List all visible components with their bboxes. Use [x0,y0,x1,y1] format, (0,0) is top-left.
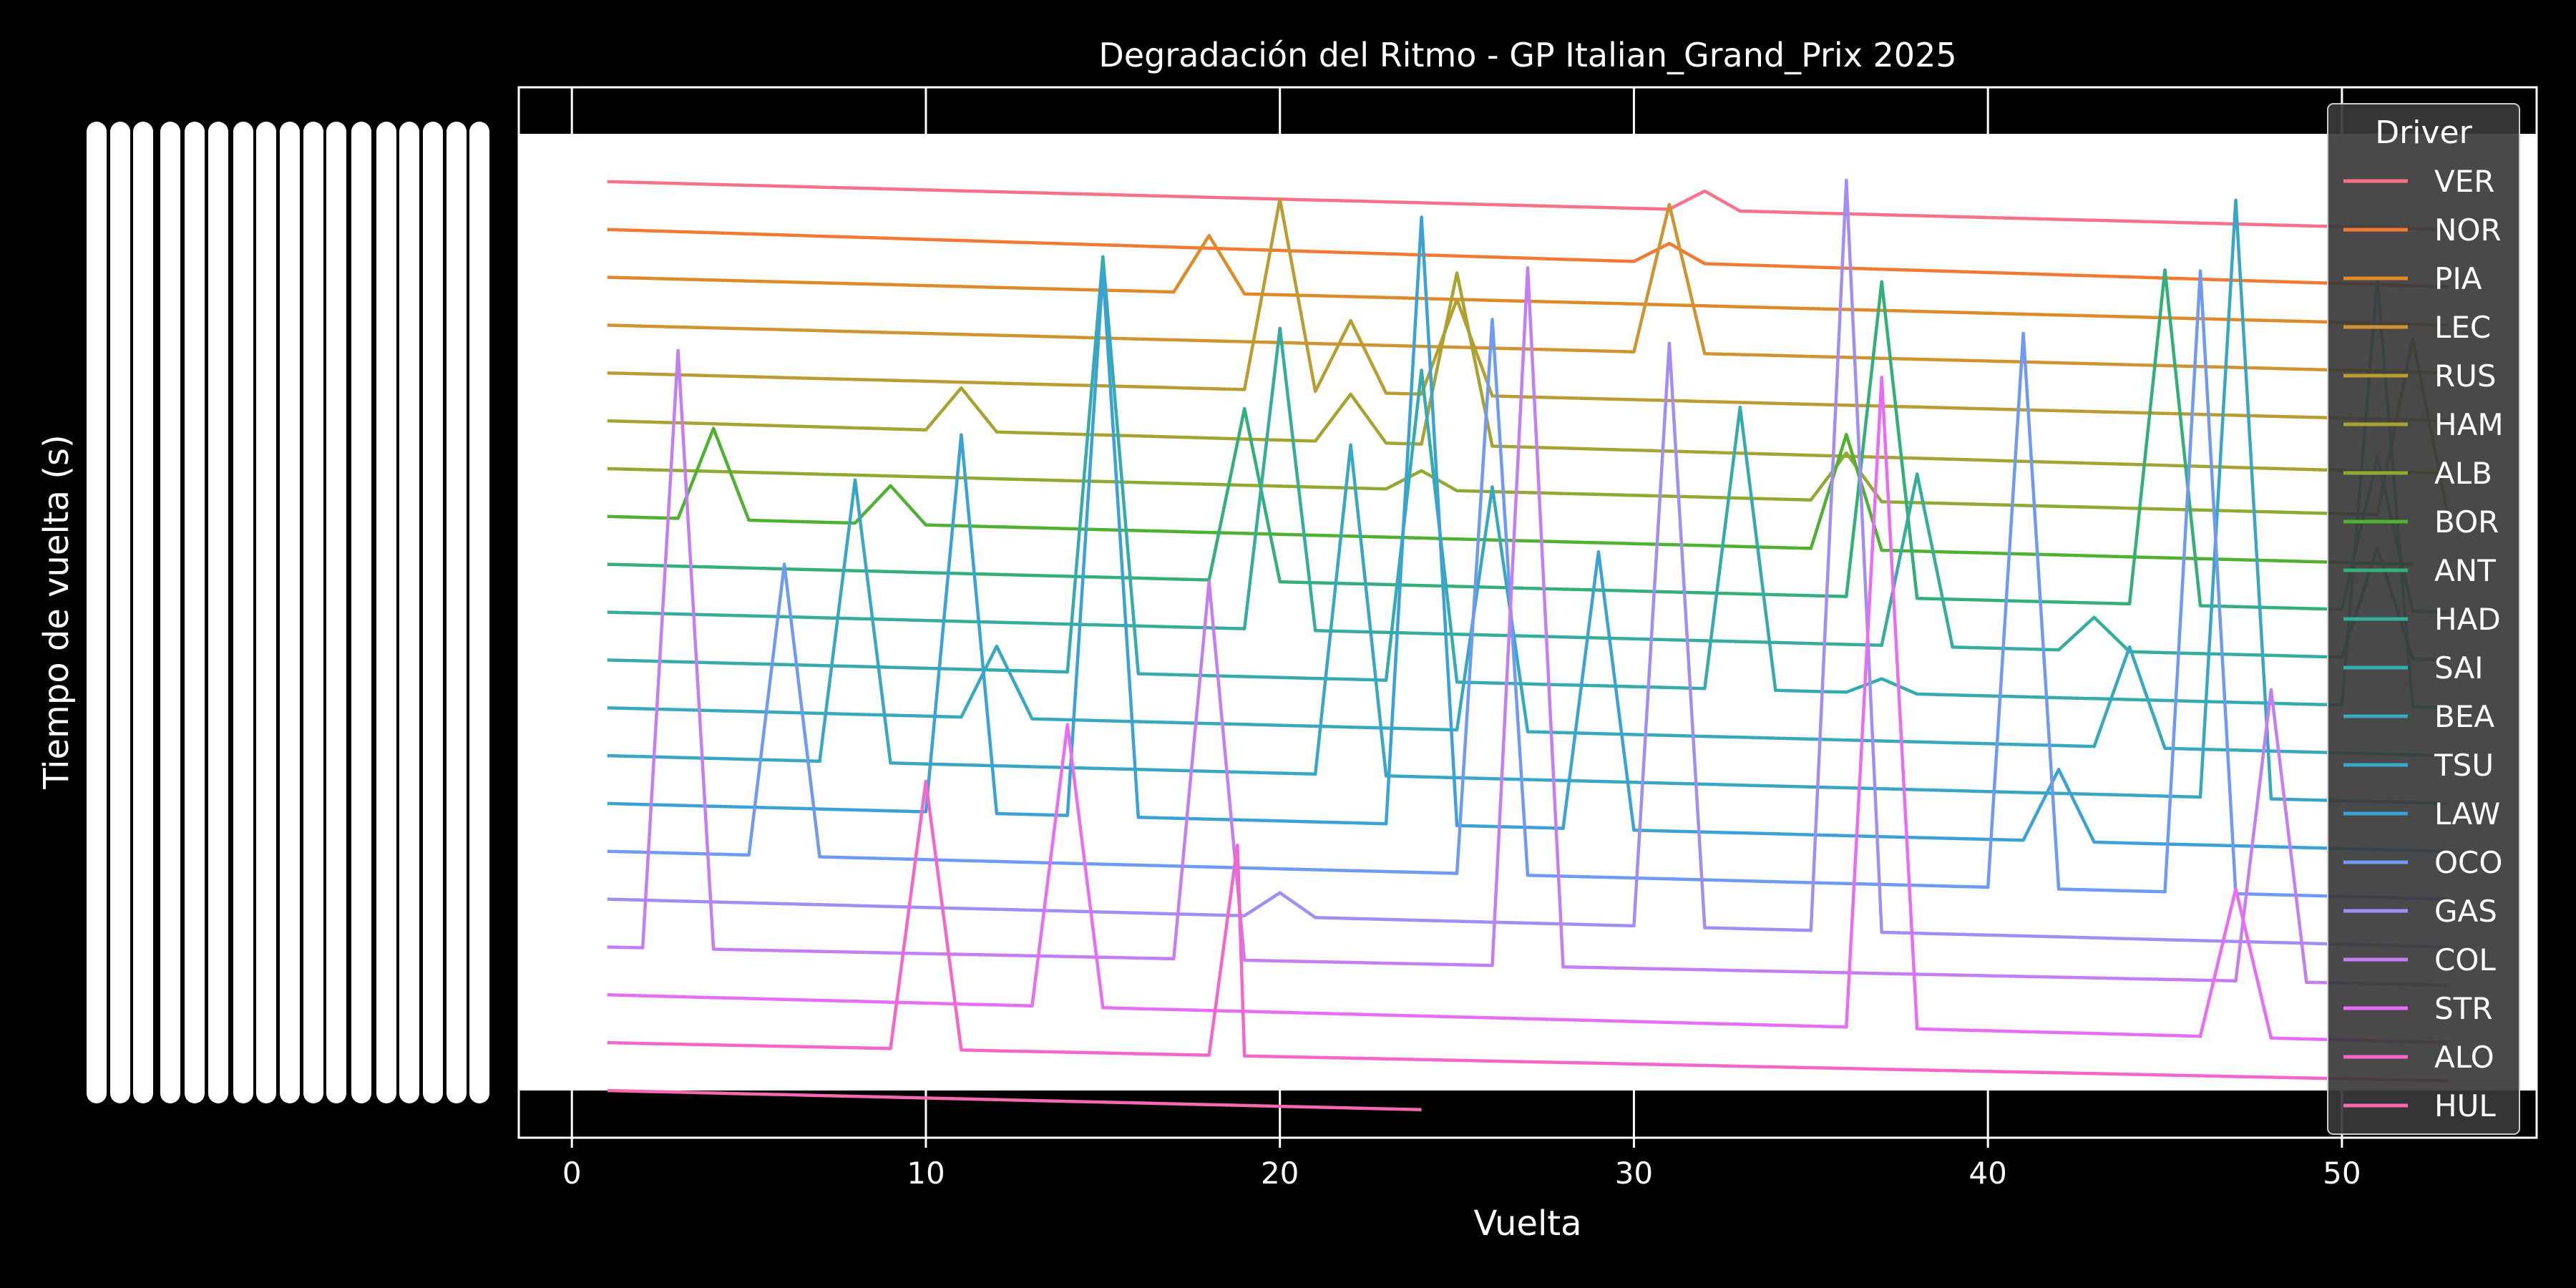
legend-label-had: HAD [2434,602,2501,637]
series-line-bea [607,485,2449,758]
series-line-pia [607,233,2449,327]
y-tick-label-clutter [185,122,205,1103]
series-line-hul [607,1088,1422,1111]
legend-label-alb: ALB [2434,456,2492,491]
y-tick-label-clutter [280,122,300,1103]
y-tick-label-clutter [110,122,130,1103]
legend-label-ver: VER [2434,164,2494,199]
series-line-alo [607,779,2449,1083]
series-line-col [607,265,2449,987]
legend-label-hul: HUL [2434,1088,2496,1123]
series-line-rus [607,197,2449,423]
y-tick-label-clutter [399,122,419,1103]
plot-frame [517,86,2538,1139]
legend-label-bea: BEA [2434,699,2494,734]
series-line-ham [607,271,2449,475]
legend-label-lec: LEC [2434,310,2491,345]
series-line-lec [607,203,2449,375]
x-tick-label: 40 [1968,1156,2006,1191]
y-tick-label-clutter [256,122,276,1103]
y-tick-label-clutter [376,122,396,1103]
legend-label-tsu: TSU [2434,748,2494,783]
series-line-alb [607,336,2450,517]
y-tick-label-clutter [469,122,489,1103]
y-tick-label-clutter [326,122,346,1103]
x-axis-label: Vuelta [1473,1204,1581,1244]
series-line-law [607,215,2449,854]
y-tick-label-clutter [423,122,443,1103]
y-tick-label-clutter [233,122,253,1103]
legend-label-col: COL [2434,942,2496,977]
x-ticks: 0 10 20 30 40 50 [562,1138,2361,1191]
series-line-ant [607,268,2449,614]
legend-box [2327,103,2520,1135]
legend-label-ham: HAM [2434,407,2504,442]
x-tick-label: 10 [907,1156,945,1191]
series-line-had [607,326,2449,662]
y-axis-label: Tiempo de vuelta (s) [36,434,77,789]
legend-label-gas: GAS [2434,894,2497,929]
legend-label-bor: BOR [2434,504,2499,540]
series-line-tsu [607,198,2449,806]
legend-label-oco: OCO [2434,845,2502,880]
y-tick-label-clutter [351,122,371,1103]
legend-label-rus: RUS [2434,358,2497,394]
x-tick-label: 0 [562,1156,582,1191]
legend-label-law: LAW [2434,796,2500,831]
legend-title: Driver [2375,114,2472,151]
series-line-ver [607,180,2449,231]
legend: Driver VER NOR PIA LEC RUS HAM ALB BOR ANT HAD SAI… [2327,103,2520,1135]
y-tick-label-clutter [87,122,107,1103]
x-tick-label: 30 [1615,1156,1653,1191]
x-tick-label: 50 [2323,1156,2361,1191]
legend-label-sai: SAI [2434,650,2484,686]
series-line-str [607,376,2449,1045]
y-tick-labels-overlapping [87,122,489,1103]
series-line-nor [607,228,2449,289]
y-tick-label-clutter [303,122,323,1103]
legend-items: VER NOR PIA LEC RUS HAM ALB BOR ANT HAD SAI BEA TSU L… [2343,164,2504,1123]
legend-label-str: STR [2434,991,2493,1026]
y-tick-label-clutter [208,122,228,1103]
legend-label-ant: ANT [2434,553,2496,588]
series-line-bor [607,426,2413,566]
x-tick-label: 20 [1261,1156,1299,1191]
y-tick-label-clutter [447,122,467,1103]
y-tick-label-clutter [133,122,153,1103]
series-line-sai [607,255,2449,710]
y-tick-label-clutter [160,122,180,1103]
legend-label-alo: ALO [2434,1040,2494,1075]
legend-label-pia: PIA [2434,261,2482,296]
legend-label-nor: NOR [2434,213,2502,248]
series-line-gas [607,178,2449,949]
series-lines [607,178,2450,1111]
chart-title: Degradación del Ritmo - GP Italian_Grand… [1098,36,1956,74]
